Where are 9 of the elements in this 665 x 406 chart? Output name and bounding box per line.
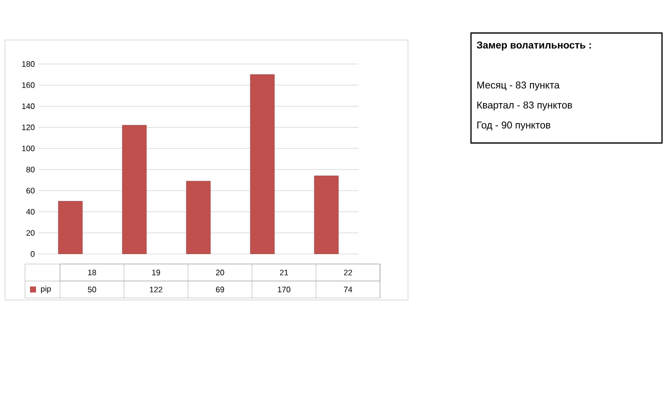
bar — [314, 176, 339, 254]
bar — [186, 180, 211, 254]
text: Замер волатильность : — [476, 41, 591, 51]
bar — [122, 125, 147, 254]
text: Квартал - 83 пунктов — [477, 101, 572, 111]
text: Год - 90 пунктов — [477, 121, 550, 131]
bar — [58, 201, 83, 254]
text: Месяц - 83 пункта — [477, 81, 560, 91]
bar — [250, 74, 275, 254]
